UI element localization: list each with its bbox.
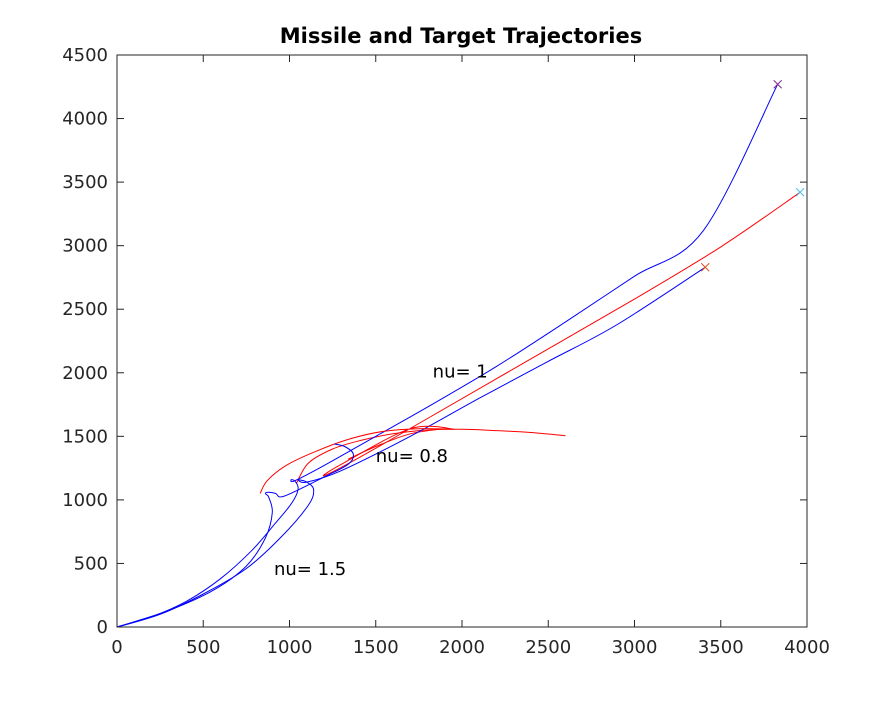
- y-axis: 0 500 1000 1500 2000 2500 3000 3500 4000 4500: [62, 45, 807, 638]
- target-path-0: [295, 428, 566, 484]
- series-layer: [116, 83, 801, 628]
- x-tick-label: 3500: [698, 637, 744, 658]
- chart-title: Missile and Target Trajectories: [280, 24, 642, 48]
- y-tick-label: 3000: [62, 236, 108, 257]
- missile-path-5: [116, 443, 354, 628]
- x-tick-label: 0: [111, 637, 122, 658]
- y-tick-label: 2000: [62, 363, 108, 384]
- annotation-label: nu= 1: [433, 362, 488, 383]
- y-tick-label: 2500: [62, 299, 108, 320]
- y-tick-label: 4500: [62, 45, 108, 66]
- axes-box: [116, 54, 808, 628]
- x-tick-label: 4000: [784, 637, 830, 658]
- y-tick-label: 1000: [62, 490, 108, 511]
- y-tick-label: 0: [97, 617, 108, 638]
- x-tick-label: 2500: [525, 637, 571, 658]
- y-tick-label: 3500: [62, 172, 108, 193]
- x-tick-label: 1500: [353, 637, 399, 658]
- end-marker: [773, 79, 783, 89]
- y-tick-label: 1500: [62, 426, 108, 447]
- end-marker: [795, 187, 805, 197]
- annotation-label: nu= 1.5: [274, 559, 346, 580]
- x-axis: 0 500 1000 1500 2000 2500 3000 3500 4000: [111, 55, 830, 658]
- x-tick-label: 2000: [439, 637, 485, 658]
- x-tick-label: 500: [186, 637, 220, 658]
- annotation-label: nu= 0.8: [376, 446, 448, 467]
- end-marker-layer: [700, 79, 805, 272]
- y-tick-label: 4000: [62, 109, 108, 130]
- target-path-4: [259, 191, 801, 494]
- plot-area: nu= 1 nu= 0.8 nu= 1.5: [116, 54, 808, 628]
- missile-path-1: [116, 83, 779, 628]
- y-tick-label: 500: [74, 553, 108, 574]
- end-marker: [700, 262, 710, 272]
- annotation-layer: nu= 1 nu= 0.8 nu= 1.5: [274, 362, 488, 581]
- x-tick-label: 1000: [267, 637, 313, 658]
- x-tick-label: 3000: [612, 637, 658, 658]
